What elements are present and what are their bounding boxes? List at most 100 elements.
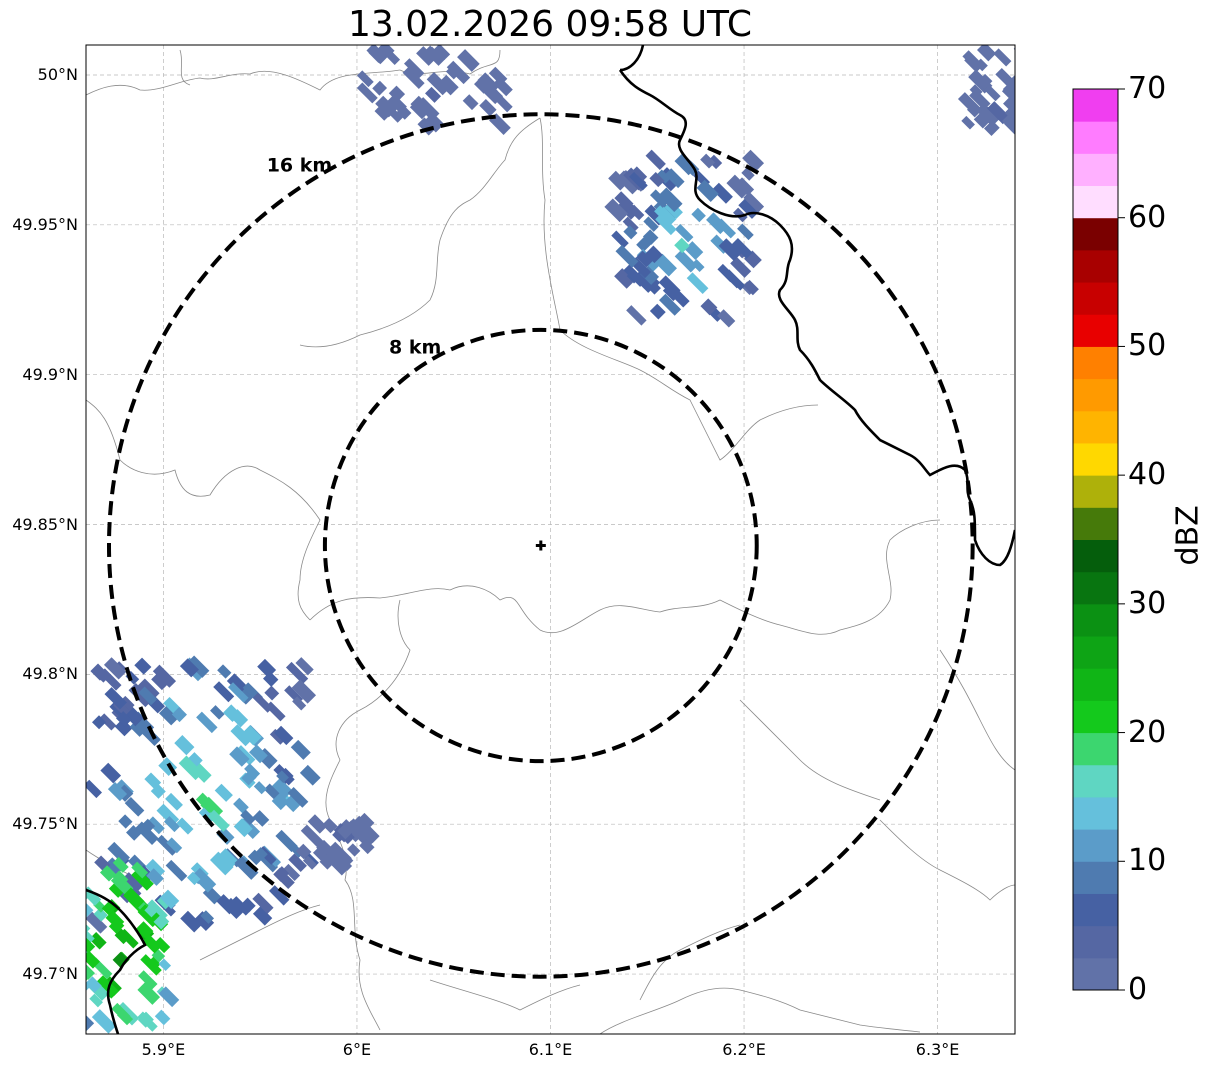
range-rings: 8 km 16 km [106,112,975,979]
echo-pixel [969,84,983,98]
echo-pixel [983,83,1001,102]
echo-pixel [240,809,256,826]
echo-pixel [112,856,129,873]
echo-pixel [961,115,975,130]
echo-pixel [108,883,124,898]
echo-pixel [426,72,450,96]
echo-pixel [249,744,268,764]
echo-pixel [731,238,753,259]
echo-pixel [287,787,309,808]
echo-pixel [240,897,256,913]
echo-pixel [244,763,261,780]
colorbar-segment [1073,636,1118,669]
echo-pixel [614,191,634,211]
echo-pixel [107,841,130,865]
map-title: 13.02.2026 09:58 UTC [347,4,753,45]
echo-pixel [268,885,290,906]
echo-pixel [186,871,201,886]
echo-pixel [357,70,374,88]
echo-pixel [686,272,709,294]
echo-pixel [730,256,752,278]
colorbar-segment [1073,249,1118,283]
echo-pixel [252,906,273,926]
echo-pixel [351,815,372,836]
echo-pixel [363,827,380,844]
colorbar-segment [1073,796,1118,830]
echo-pixel [269,728,286,745]
echo-small-cell [295,812,380,876]
echo-pixel [210,851,234,876]
echo-pixel [274,725,294,746]
colorbar-segment [1073,571,1118,605]
echo-pixel [743,191,765,213]
echo-pixel [264,685,280,701]
range-ring [322,327,759,764]
colorbar-segment [1073,957,1118,991]
echo-pixel [735,177,755,196]
echo-pixel [229,709,249,728]
echo-pixel [144,772,162,790]
lon-tick-label: 6.1°E [528,1040,573,1059]
echo-pixel [145,858,166,879]
colorbar [1072,88,1125,991]
echo-pixel [327,841,352,867]
colorbar-tick-label: 50 [1128,328,1167,364]
echo-pixel [700,153,716,169]
echo-pixel [107,781,128,802]
echo-pixel [390,110,403,123]
echo-pixel [285,661,309,685]
echo-pixel [159,889,180,909]
echo-pixel [1004,105,1015,129]
colorbar-segment [1073,314,1118,347]
echo-pixel [964,55,982,73]
echo-pixel [271,777,293,799]
colorbar-segment [1073,282,1118,315]
echo-pixel [622,216,639,233]
echo-pixel [993,48,1012,67]
echo-pixel [973,110,992,129]
echo-pixel [292,696,307,711]
echo-pixel [302,855,318,870]
echo-pixel [332,829,346,843]
echo-pixel [214,783,233,802]
echo-pixel [402,66,425,89]
echo-pixel [636,250,653,268]
map-frame [85,44,1016,1035]
echo-pixel [300,824,324,848]
echo-pixel [424,45,443,63]
echo-pixel [273,866,290,882]
echo-pixel [207,809,230,832]
echo-pixel [156,834,178,856]
echo-pixel [86,888,91,902]
echo-pixel [99,865,117,882]
echo-pixel [213,681,235,703]
colorbar-tick-label: 40 [1128,457,1167,493]
echo-pixel [290,739,311,760]
echo-pixel [707,154,723,170]
echo-pixel [108,918,125,934]
echo-pixel [655,213,677,236]
echo-pixel [322,817,338,834]
echo-pixel [375,95,397,118]
echo-pixel [674,237,690,254]
echo-pixel [86,896,94,919]
echo-pixel [1004,116,1015,137]
echo-pixel [166,837,183,854]
echo-pixel [674,249,698,273]
echo-pixel [112,870,129,887]
echo-pixel [159,705,180,726]
echo-pixel [723,270,742,289]
echo-pixel [629,171,648,191]
echo-pixel [639,276,656,293]
echo-pixel [656,169,671,184]
echo-pixel [154,937,171,954]
echo-pixel [142,818,156,832]
echo-pixel [626,305,647,326]
echo-pixel [691,207,706,223]
echo-pixel [674,153,696,176]
echo-pixel [138,970,158,990]
colorbar-segment [1073,475,1118,508]
echo-pixel [611,230,629,249]
echo-pixel [642,229,659,245]
